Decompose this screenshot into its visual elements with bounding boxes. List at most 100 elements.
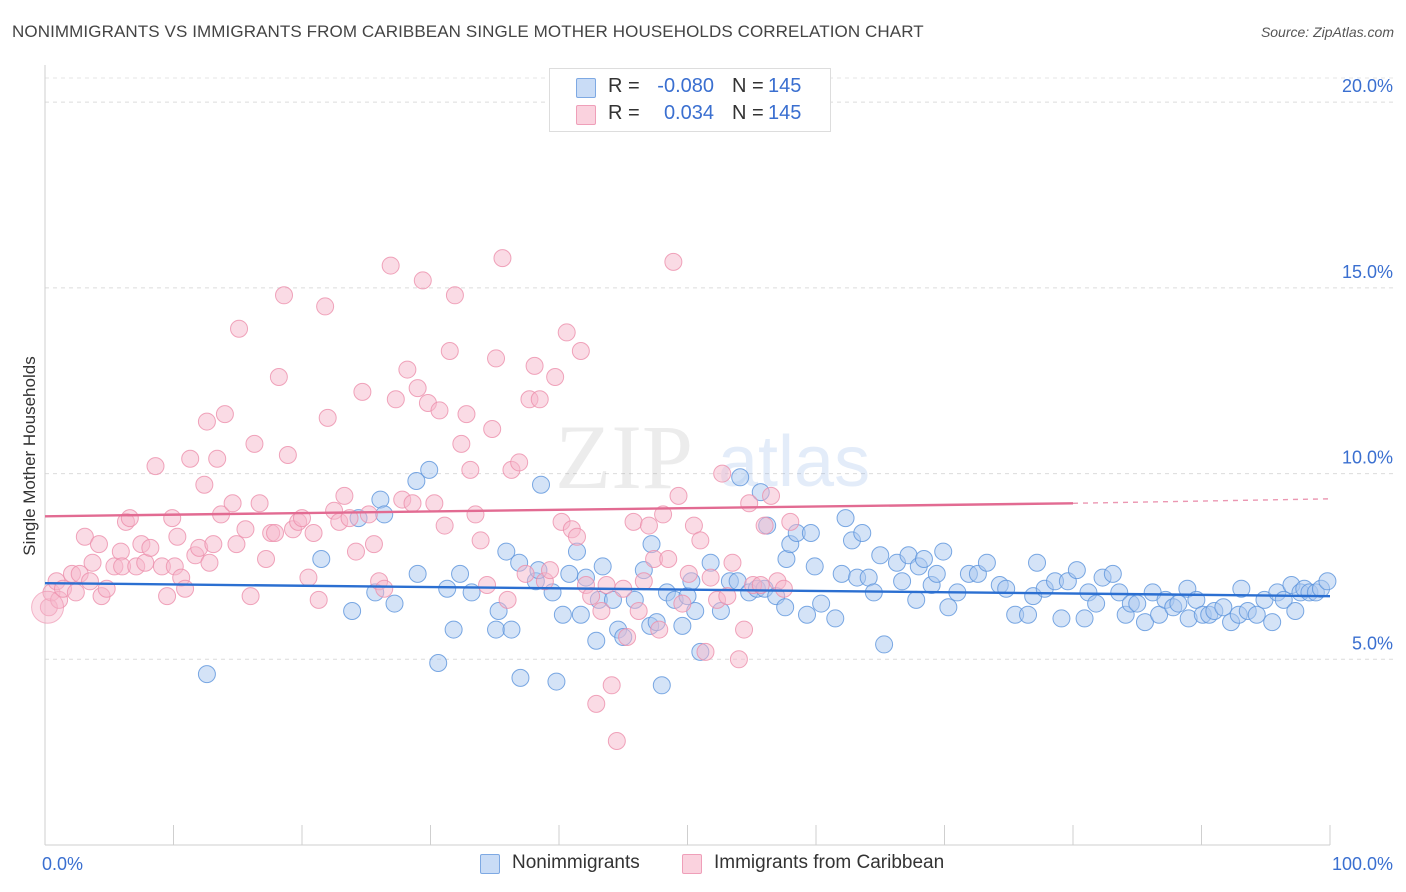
point-nonimmigrants — [871, 546, 890, 565]
point-caribbean — [592, 602, 611, 620]
point-nonimmigrants — [1286, 602, 1305, 620]
point-nonimmigrants — [1110, 583, 1129, 602]
point-nonimmigrants — [853, 524, 872, 542]
point-caribbean — [266, 524, 285, 542]
point-nonimmigrants — [1087, 594, 1106, 613]
point-nonimmigrants — [805, 557, 824, 576]
point-caribbean — [120, 509, 139, 528]
point-nonimmigrants — [1214, 598, 1233, 617]
legend-label-nonimmigrants: Nonimmigrants — [512, 852, 640, 873]
chart-title: NONIMMIGRANTS VS IMMIGRANTS FROM CARIBBE… — [12, 22, 924, 41]
point-caribbean — [66, 583, 85, 602]
legend-swatch-nonimmigrants — [480, 854, 500, 874]
point-caribbean — [684, 516, 703, 535]
point-caribbean — [713, 464, 732, 483]
point-nonimmigrants — [1150, 605, 1169, 624]
point-nonimmigrants — [1019, 605, 1038, 624]
point-caribbean — [215, 405, 234, 424]
point-caribbean — [381, 256, 400, 275]
point-nonimmigrants — [1318, 572, 1337, 591]
point-caribbean — [359, 505, 378, 524]
point-nonimmigrants — [408, 564, 427, 583]
point-caribbean — [718, 587, 737, 606]
point-caribbean — [304, 524, 323, 542]
point-nonimmigrants — [798, 605, 817, 624]
point-caribbean — [195, 475, 214, 494]
point-nonimmigrants — [642, 535, 661, 554]
point-nonimmigrants — [407, 472, 426, 490]
point-caribbean — [629, 602, 648, 620]
point-caribbean — [452, 434, 471, 453]
point-caribbean — [275, 286, 294, 305]
grid-lines — [45, 77, 1395, 660]
point-caribbean — [197, 412, 216, 431]
y-tick-label: 10.0% — [1342, 448, 1393, 468]
point-caribbean — [781, 512, 800, 531]
point-nonimmigrants — [593, 557, 612, 576]
point-caribbean — [755, 516, 774, 535]
point-caribbean — [607, 732, 626, 750]
stats-legend: R = -0.080 N = 145 R = 0.034 N = 145 — [549, 68, 831, 132]
trend-line-nonimmigrants — [44, 581, 1331, 598]
point-caribbean — [602, 676, 621, 695]
point-nonimmigrants — [587, 631, 606, 650]
point-nonimmigrants — [939, 598, 958, 617]
point-nonimmigrants — [1067, 561, 1086, 580]
point-nonimmigrants — [502, 620, 521, 639]
point-nonimmigrants — [826, 609, 845, 628]
axes — [44, 65, 1331, 846]
point-nonimmigrants — [497, 542, 516, 561]
point-caribbean — [774, 579, 793, 598]
point-nonimmigrants — [385, 594, 404, 613]
point-nonimmigrants — [451, 564, 470, 583]
source-label: Source: ZipAtlas.com — [1260, 24, 1394, 40]
point-caribbean — [318, 408, 337, 427]
point-nonimmigrants — [1052, 609, 1071, 628]
point-caribbean — [701, 568, 720, 587]
trend-lines — [44, 498, 1331, 598]
point-caribbean — [269, 368, 288, 386]
point-caribbean — [223, 494, 242, 513]
point-caribbean — [141, 538, 160, 557]
r-value: -0.080 — [657, 75, 714, 97]
point-caribbean — [571, 342, 590, 360]
point-nonimmigrants — [832, 564, 851, 583]
point-caribbean — [316, 297, 335, 316]
point-caribbean — [340, 509, 359, 528]
data-points — [31, 249, 1337, 750]
point-caribbean — [176, 579, 195, 598]
point-nonimmigrants — [571, 605, 590, 624]
point-caribbean — [146, 457, 165, 476]
point-nonimmigrants — [1028, 553, 1047, 572]
point-nonimmigrants — [429, 654, 448, 672]
point-caribbean — [353, 382, 372, 401]
point-caribbean — [208, 449, 227, 468]
point-nonimmigrants — [420, 460, 439, 479]
point-nonimmigrants — [875, 635, 894, 654]
point-caribbean — [557, 323, 576, 342]
point-caribbean — [245, 434, 264, 453]
swatch-nonimmigrants — [576, 78, 596, 98]
point-caribbean — [163, 509, 182, 528]
point-caribbean — [230, 319, 249, 338]
point-nonimmigrants — [812, 594, 831, 613]
point-caribbean — [510, 453, 529, 472]
point-caribbean — [200, 553, 219, 572]
point-caribbean — [80, 572, 99, 591]
point-nonimmigrants — [927, 564, 946, 583]
point-nonimmigrants — [487, 620, 506, 639]
point-caribbean — [299, 568, 318, 587]
n-value: 145 — [768, 75, 802, 97]
point-caribbean — [740, 494, 759, 513]
point-caribbean — [541, 561, 560, 580]
point-nonimmigrants — [1169, 594, 1188, 613]
point-nonimmigrants — [914, 550, 933, 568]
watermark: ZIP atlas — [555, 406, 870, 508]
point-caribbean — [89, 535, 108, 554]
point-caribbean — [735, 620, 754, 639]
point-caribbean — [250, 494, 269, 513]
point-caribbean — [425, 494, 444, 513]
point-caribbean — [309, 590, 328, 609]
point-caribbean — [204, 535, 223, 554]
point-caribbean — [582, 587, 601, 606]
